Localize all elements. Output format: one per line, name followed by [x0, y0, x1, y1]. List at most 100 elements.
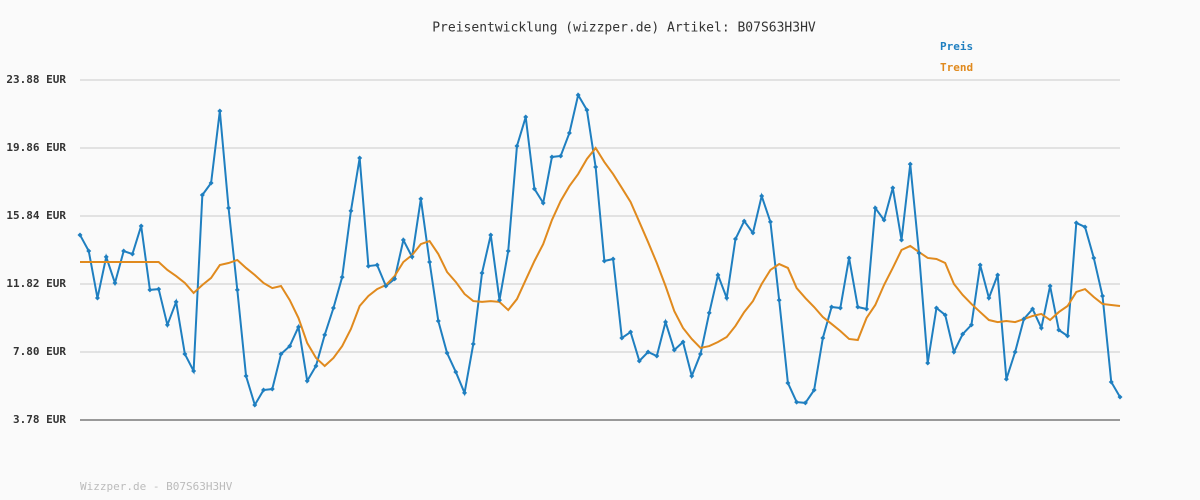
- point: [986, 295, 992, 301]
- point: [470, 341, 476, 347]
- point: [1003, 376, 1009, 382]
- point: [330, 305, 336, 311]
- y-tick-label: 19.86 EUR: [6, 141, 66, 154]
- point: [156, 286, 162, 292]
- point: [732, 236, 738, 242]
- point: [427, 259, 433, 265]
- legend-label: Preis: [940, 40, 973, 53]
- point: [112, 280, 118, 286]
- point: [121, 248, 127, 254]
- point: [295, 324, 301, 330]
- point: [1073, 220, 1079, 226]
- point: [383, 283, 389, 289]
- point: [619, 335, 625, 341]
- point: [802, 400, 808, 406]
- point: [689, 373, 695, 379]
- point: [654, 353, 660, 359]
- point: [575, 92, 581, 98]
- point: [94, 295, 100, 301]
- point: [995, 272, 1001, 278]
- point: [313, 363, 319, 369]
- point: [636, 358, 642, 364]
- series-line: [80, 146, 1121, 368]
- point: [881, 217, 887, 223]
- point: [558, 153, 564, 159]
- point: [698, 351, 704, 357]
- point: [479, 270, 485, 276]
- point: [129, 251, 135, 257]
- point: [400, 237, 406, 243]
- footer: Wizzper.de - B07S63H3HV: [80, 480, 233, 493]
- y-tick-label: 11.82 EUR: [6, 277, 66, 290]
- point: [496, 297, 502, 303]
- point: [610, 256, 616, 262]
- point: [942, 312, 948, 318]
- point: [951, 349, 957, 355]
- point: [899, 237, 905, 243]
- point: [1100, 293, 1106, 299]
- point: [462, 390, 468, 396]
- point: [392, 276, 398, 282]
- point: [1108, 379, 1114, 385]
- point: [217, 108, 223, 114]
- point: [182, 351, 188, 357]
- point: [890, 185, 896, 191]
- point: [444, 350, 450, 356]
- point: [199, 192, 205, 198]
- point: [418, 196, 424, 202]
- y-tick-label: 15.84 EUR: [6, 209, 66, 222]
- point: [234, 287, 240, 293]
- point: [243, 373, 249, 379]
- point: [86, 248, 92, 254]
- point: [872, 205, 878, 211]
- point: [628, 329, 634, 335]
- point: [1117, 394, 1123, 400]
- point: [1065, 333, 1071, 339]
- point: [960, 331, 966, 337]
- point: [846, 255, 852, 261]
- point: [138, 223, 144, 229]
- point: [663, 319, 669, 325]
- point: [269, 386, 275, 392]
- point: [907, 161, 913, 167]
- point: [278, 351, 284, 357]
- point: [348, 208, 354, 214]
- point: [453, 369, 459, 375]
- point: [645, 349, 651, 355]
- point: [671, 347, 677, 353]
- point: [523, 114, 529, 120]
- point: [680, 339, 686, 345]
- point: [287, 343, 293, 349]
- point: [1082, 224, 1088, 230]
- point: [1047, 283, 1053, 289]
- point: [339, 274, 345, 280]
- point: [1056, 327, 1062, 333]
- point: [374, 262, 380, 268]
- point: [1038, 325, 1044, 331]
- point: [488, 232, 494, 238]
- point: [837, 305, 843, 311]
- point: [549, 154, 555, 160]
- point: [514, 143, 520, 149]
- point: [584, 107, 590, 113]
- point: [77, 232, 83, 238]
- point: [173, 299, 179, 305]
- point: [1091, 255, 1097, 261]
- point: [741, 218, 747, 224]
- point: [435, 318, 441, 324]
- point: [1030, 306, 1036, 312]
- point: [820, 335, 826, 341]
- chart-title: Preisentwicklung (wizzper.de) Artikel: B…: [432, 21, 816, 36]
- y-tick-label: 7.80 EUR: [13, 345, 66, 358]
- point: [706, 310, 712, 316]
- point: [365, 263, 371, 269]
- point: [767, 219, 773, 225]
- point: [103, 254, 109, 260]
- point: [593, 164, 599, 170]
- point: [759, 193, 765, 199]
- point: [1012, 349, 1018, 355]
- y-tick-label: 23.88 EUR: [6, 73, 66, 86]
- point: [933, 305, 939, 311]
- legend-label: Trend: [940, 61, 973, 74]
